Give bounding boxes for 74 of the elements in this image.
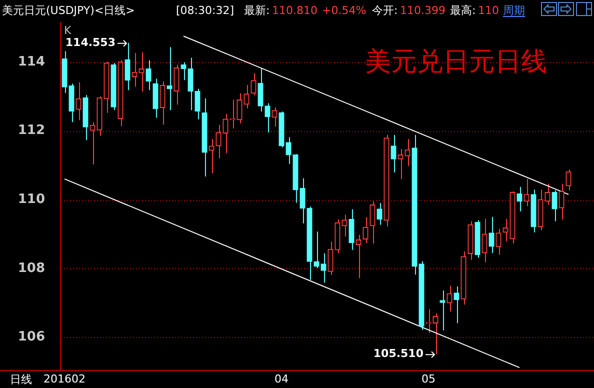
text: [08:30:32]: [176, 4, 234, 17]
text: 美元日元(USDJPY)<日线>: [2, 4, 135, 17]
x-tick-label: 201602: [44, 372, 86, 386]
y-tick-label: 110: [18, 192, 45, 207]
y-tick-label: 106: [18, 330, 45, 345]
candlestick: [552, 190, 558, 222]
candlestick: [516, 186, 522, 212]
candlestick: [300, 178, 306, 224]
candlestick: [362, 216, 368, 244]
text: 最新:: [244, 4, 270, 17]
candlestick: [404, 138, 410, 166]
x-tick-label: 04: [274, 372, 288, 386]
text: 110: [478, 4, 499, 17]
text: 周期: [503, 4, 525, 17]
annotation: K: [64, 24, 72, 37]
candlestick: [160, 80, 166, 126]
candlestick: [90, 122, 96, 166]
candlestick: [390, 134, 396, 173]
candlestick: [132, 52, 138, 88]
candlestick: [398, 148, 404, 180]
candlestick: [188, 57, 194, 111]
candlestick: [314, 231, 320, 269]
text: 今开:: [372, 4, 398, 17]
candlestick: [216, 124, 222, 159]
candlestick: [524, 178, 530, 207]
text: 日线: [10, 373, 32, 386]
candlestick: [194, 88, 200, 120]
candlestick: [146, 60, 152, 91]
candlestick: [264, 102, 270, 133]
candlestick: [236, 92, 242, 124]
x-tick-label: 05: [422, 372, 436, 386]
candlestick: [342, 214, 348, 237]
candlestick: [446, 285, 452, 312]
candlestick: [356, 234, 362, 279]
candlestick: [272, 106, 278, 128]
candlestick: [174, 64, 180, 106]
candlestick: [138, 52, 144, 92]
y-tick-label: 114: [18, 54, 45, 70]
candlestick: [454, 286, 460, 324]
text: 最高:: [450, 4, 476, 17]
candlestick: [544, 183, 550, 206]
candlestick: [76, 82, 82, 121]
text: 110.810: [272, 4, 318, 17]
candlestick: [152, 78, 158, 118]
candlestick: [348, 208, 354, 250]
candlestick: [558, 183, 564, 220]
text: +0.54%: [322, 4, 366, 17]
candlestick: [432, 312, 438, 355]
candlestick: [180, 62, 186, 81]
y-tick-label: 112: [18, 123, 45, 138]
annotation: 105.510: [373, 347, 424, 360]
candlestick: [376, 202, 382, 226]
candlestick: [488, 216, 494, 254]
candlestick: [496, 228, 502, 256]
y-tick-label: 108: [18, 260, 45, 276]
candlestick: [320, 252, 326, 284]
candlestick: [328, 241, 334, 276]
text: 美元兑日元日线: [365, 47, 547, 77]
annotation: 114.553: [65, 36, 116, 49]
candlestick: [208, 138, 214, 174]
candlestick: [166, 46, 172, 111]
candlestick: [482, 218, 488, 263]
candlestick: [440, 290, 446, 331]
candlestick: [222, 113, 228, 154]
candlestick: [426, 308, 432, 334]
candlestick: [502, 218, 508, 242]
candlestick: [370, 200, 376, 244]
candlestick: [124, 42, 130, 91]
candlestick: [286, 136, 292, 164]
candlestick: [258, 68, 264, 112]
text: 110.399: [400, 4, 446, 17]
candlestick: [566, 169, 572, 191]
candlestick: [244, 84, 250, 109]
candlestick: [250, 72, 256, 96]
